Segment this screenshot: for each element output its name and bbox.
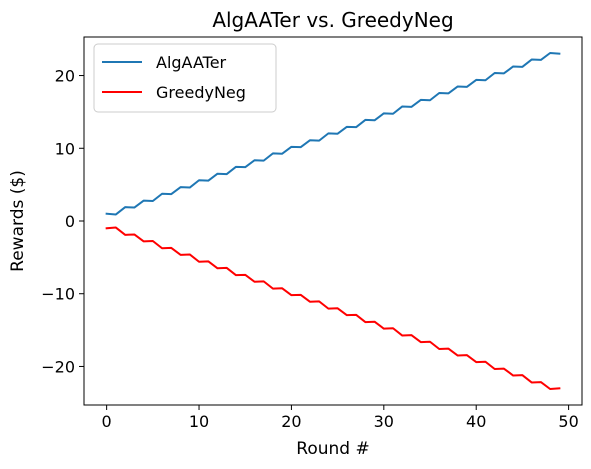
plot-area: 0 10 20 30 40 50 −20 −10 0 10 20	[41, 36, 583, 431]
legend-label-algaater: AlgAATer	[156, 53, 227, 72]
x-tick-label: 0	[102, 412, 112, 431]
x-tick-label: 50	[558, 412, 578, 431]
x-axis-label: Round #	[296, 439, 369, 459]
y-tick-label: 10	[55, 139, 75, 158]
y-tick-label: 0	[65, 212, 75, 231]
x-tick-label: 20	[281, 412, 301, 431]
series-line-algaater	[105, 52, 561, 216]
y-tick-label: −20	[41, 357, 75, 376]
y-axis-label: Rewards ($)	[8, 170, 28, 272]
x-tick-label: 10	[189, 412, 209, 431]
x-tick-label: 30	[374, 412, 394, 431]
legend-label-greedyneg: GreedyNeg	[156, 83, 246, 102]
x-tick-label: 40	[466, 412, 486, 431]
chart-title: AlgAATer vs. GreedyNeg	[212, 8, 453, 32]
series-line-greedyneg	[105, 226, 561, 390]
legend: AlgAATer GreedyNeg	[93, 43, 277, 113]
y-tick-label: 20	[55, 67, 75, 86]
y-tick-label: −10	[41, 285, 75, 304]
